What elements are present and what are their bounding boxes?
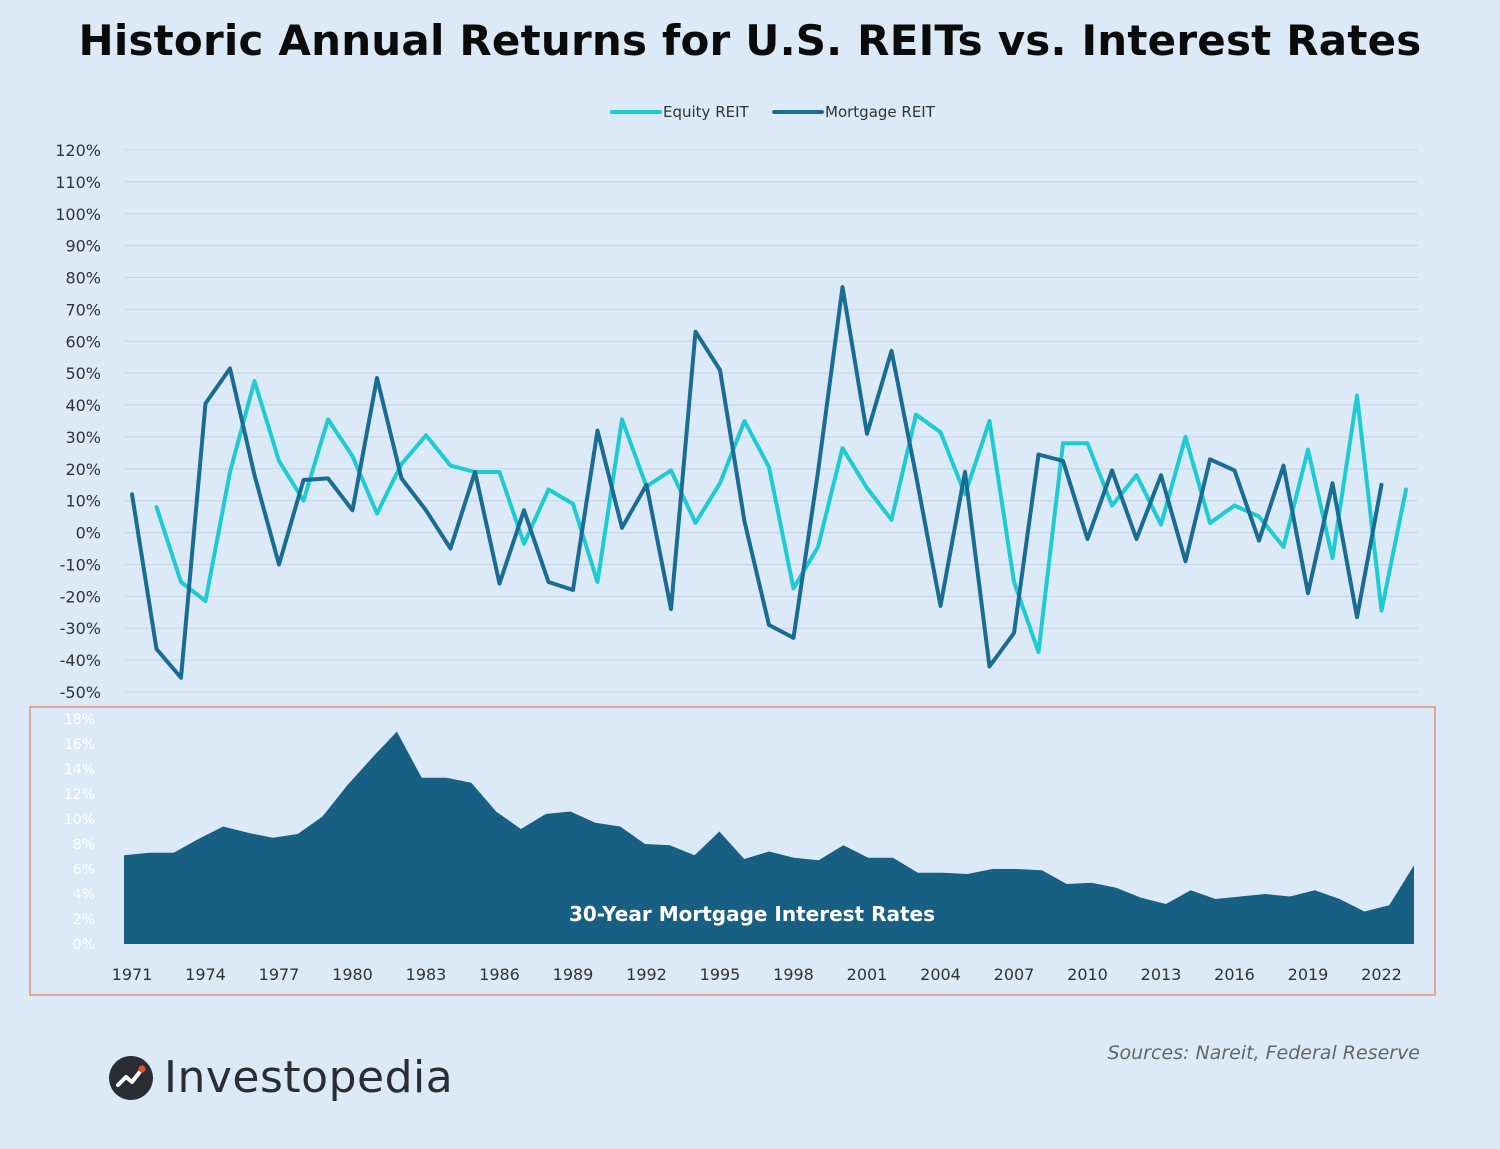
- y-tick-label: 50%: [65, 364, 101, 383]
- rate-y-tick-label: 0%: [73, 937, 95, 953]
- x-tick-label: 1986: [479, 965, 520, 984]
- interest-rate-panel-border: [29, 706, 1436, 996]
- y-tick-label: -30%: [60, 619, 101, 638]
- y-tick-label: 10%: [65, 492, 101, 511]
- x-tick-label: 1974: [185, 965, 226, 984]
- y-tick-label: 60%: [65, 332, 101, 351]
- brand-name: Investopedia: [164, 1052, 454, 1103]
- mortgage-rate-area: [124, 731, 1414, 944]
- y-tick-label: 40%: [65, 396, 101, 415]
- x-tick-label: 2004: [920, 965, 961, 984]
- area-series-group: [124, 731, 1414, 944]
- x-tick-label: 1983: [406, 965, 447, 984]
- top-gridlines: [125, 149, 1418, 693]
- rate-y-tick-label: 8%: [73, 837, 95, 853]
- y-tick-label: 0%: [76, 524, 101, 543]
- rate-y-tick-label: 4%: [73, 887, 95, 903]
- x-tick-label: 2010: [1067, 965, 1108, 984]
- legend-label-equity: Equity REIT: [663, 103, 750, 121]
- y-tick-label: 120%: [55, 141, 101, 160]
- y-tick-label: 100%: [55, 205, 101, 224]
- x-tick-label: 2013: [1141, 965, 1182, 984]
- y-tick-label: 20%: [65, 460, 101, 479]
- mortgage-reit-line: [130, 285, 1384, 680]
- rate-y-tick-label: 16%: [64, 737, 95, 753]
- rate-y-tick-label: 6%: [73, 862, 95, 878]
- area-chart-title: 30-Year Mortgage Interest Rates: [569, 902, 935, 926]
- y-tick-label: 80%: [65, 269, 101, 288]
- rate-y-tick-label: 2%: [73, 912, 95, 928]
- x-tick-label: 2001: [847, 965, 888, 984]
- bottom-y-axis-ticks: 18% 16% 14% 12% 10% 8% 6% 4% 2% 0%: [64, 712, 95, 953]
- y-tick-label: 90%: [65, 237, 101, 256]
- legend-label-mortgage: Mortgage REIT: [825, 103, 936, 121]
- x-tick-label: 2016: [1214, 965, 1255, 984]
- legend: Equity REIT Mortgage REIT: [610, 103, 936, 121]
- x-axis-ticks: 1971 1974 1977 1980 1983 1986 1989 1992 1995 1998…: [112, 965, 1402, 984]
- y-tick-label: -50%: [60, 683, 101, 702]
- investopedia-logo-icon: [109, 1055, 153, 1100]
- rate-y-tick-label: 10%: [64, 812, 95, 828]
- chart-title: Historic Annual Returns for U.S. REITs v…: [78, 16, 1422, 65]
- x-tick-label: 2022: [1361, 965, 1402, 984]
- equity-reit-line: [154, 379, 1408, 655]
- rate-y-tick-label: 18%: [64, 712, 95, 728]
- y-tick-label: -10%: [60, 555, 101, 574]
- rate-y-tick-label: 12%: [64, 787, 95, 803]
- x-tick-label: 2019: [1288, 965, 1329, 984]
- y-tick-label: 70%: [65, 300, 101, 319]
- brand-logo: Investopedia: [108, 1052, 453, 1103]
- x-tick-label: 1980: [332, 965, 373, 984]
- x-tick-label: 1995: [700, 965, 741, 984]
- source-note: Sources: Nareit, Federal Reserve: [1107, 1042, 1420, 1064]
- y-tick-label: 110%: [55, 173, 101, 192]
- x-tick-label: 2007: [994, 965, 1035, 984]
- y-tick-label: -20%: [60, 587, 101, 606]
- x-tick-label: 1989: [553, 965, 594, 984]
- x-tick-label: 1971: [112, 965, 153, 984]
- top-y-axis-ticks: 120% 110% 100% 90% 80% 70% 60% 50% 40% 30% 20% 10% 0…: [55, 141, 101, 702]
- rate-y-tick-label: 14%: [64, 762, 95, 778]
- y-tick-label: -40%: [60, 651, 101, 670]
- x-tick-label: 1992: [626, 965, 667, 984]
- y-tick-label: 30%: [65, 428, 101, 447]
- x-tick-label: 1977: [259, 965, 300, 984]
- x-tick-label: 1998: [773, 965, 814, 984]
- line-series-group: [130, 285, 1408, 680]
